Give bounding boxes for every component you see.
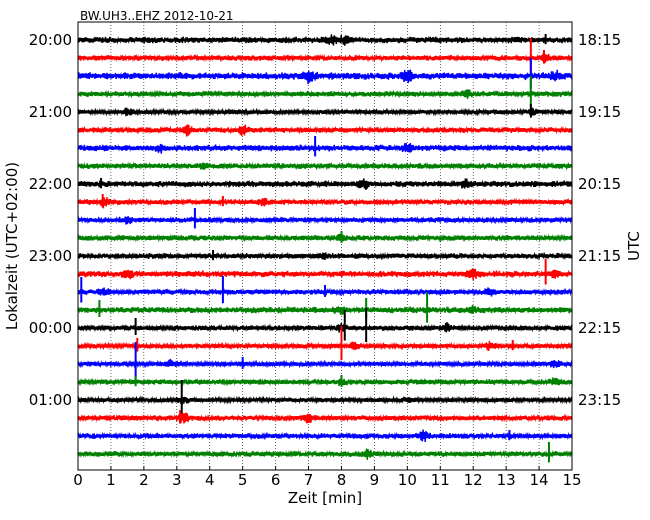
trace-line [77, 304, 573, 315]
left-tick-label: 23:00 [29, 247, 72, 265]
trace-line [77, 412, 573, 424]
x-tick-label: 6 [271, 471, 281, 489]
trace-line [77, 268, 573, 281]
x-tick-label: 14 [530, 471, 549, 489]
trace-line [77, 233, 573, 243]
left-tick-label: 20:00 [29, 31, 72, 49]
x-tick-label: 8 [337, 471, 347, 489]
x-tick-label: 4 [205, 471, 215, 489]
right-tick-label: 19:15 [578, 103, 621, 121]
right-tick-label: 20:15 [578, 175, 621, 193]
trace-line [77, 340, 573, 351]
right-tick-label: 22:15 [578, 319, 621, 337]
trace-line [77, 53, 573, 63]
left-time-axis: 20:00 21:00 22:00 23:00 00:00 01:00 [29, 31, 82, 409]
trace-line [77, 377, 573, 387]
x-tick-label: 15 [562, 471, 581, 489]
x-tick-label: 13 [497, 471, 516, 489]
plot-frame [77, 21, 573, 471]
trace-line [77, 107, 573, 117]
trace-line [77, 251, 573, 261]
trace-line [77, 215, 573, 225]
left-tick-label: 21:00 [29, 103, 72, 121]
trace-line [77, 124, 573, 137]
x-tick-label: 1 [106, 471, 116, 489]
trace-line [77, 429, 573, 443]
x-tick-label: 10 [398, 471, 417, 489]
right-tick-label: 23:15 [578, 391, 621, 409]
left-tick-label: 00:00 [29, 319, 72, 337]
trace-line [77, 89, 573, 100]
chart-title: BW.UH3..EHZ 2012-10-21 [80, 9, 234, 23]
right-tick-label: 18:15 [578, 31, 621, 49]
left-tick-label: 01:00 [29, 391, 72, 409]
x-tick-label: 11 [431, 471, 450, 489]
trace-line [77, 69, 573, 85]
trace-line [77, 142, 573, 154]
trace-line [77, 358, 573, 369]
trace-line [77, 34, 573, 46]
right-tick-label: 21:15 [578, 247, 621, 265]
x-tick-label: 5 [238, 471, 248, 489]
x-tick-label: 9 [370, 471, 380, 489]
x-tick-label: 2 [139, 471, 149, 489]
trace-line [77, 395, 573, 405]
trace-group [77, 34, 573, 463]
x-axis-label: Zeit [min] [288, 489, 362, 507]
x-tick-label: 12 [464, 471, 483, 489]
left-tick-label: 22:00 [29, 175, 72, 193]
right-axis-label: UTC [625, 231, 643, 261]
x-tick-label: 7 [304, 471, 314, 489]
x-tick-label: 3 [172, 471, 182, 489]
left-axis-label: Lokalzeit (UTC+02:00) [3, 162, 21, 330]
plot-background [78, 22, 572, 470]
x-tick-label: 0 [73, 471, 83, 489]
right-time-axis: 18:15 19:15 20:15 21:15 22:15 23:15 [568, 31, 621, 409]
trace-line [77, 197, 573, 209]
trace-line [77, 161, 573, 171]
trace-line [77, 448, 573, 461]
trace-line [77, 322, 573, 333]
trace-line [77, 178, 573, 190]
x-axis: 0 1 2 3 4 5 6 7 8 9 10 11 12 13 14 15 [73, 466, 582, 489]
